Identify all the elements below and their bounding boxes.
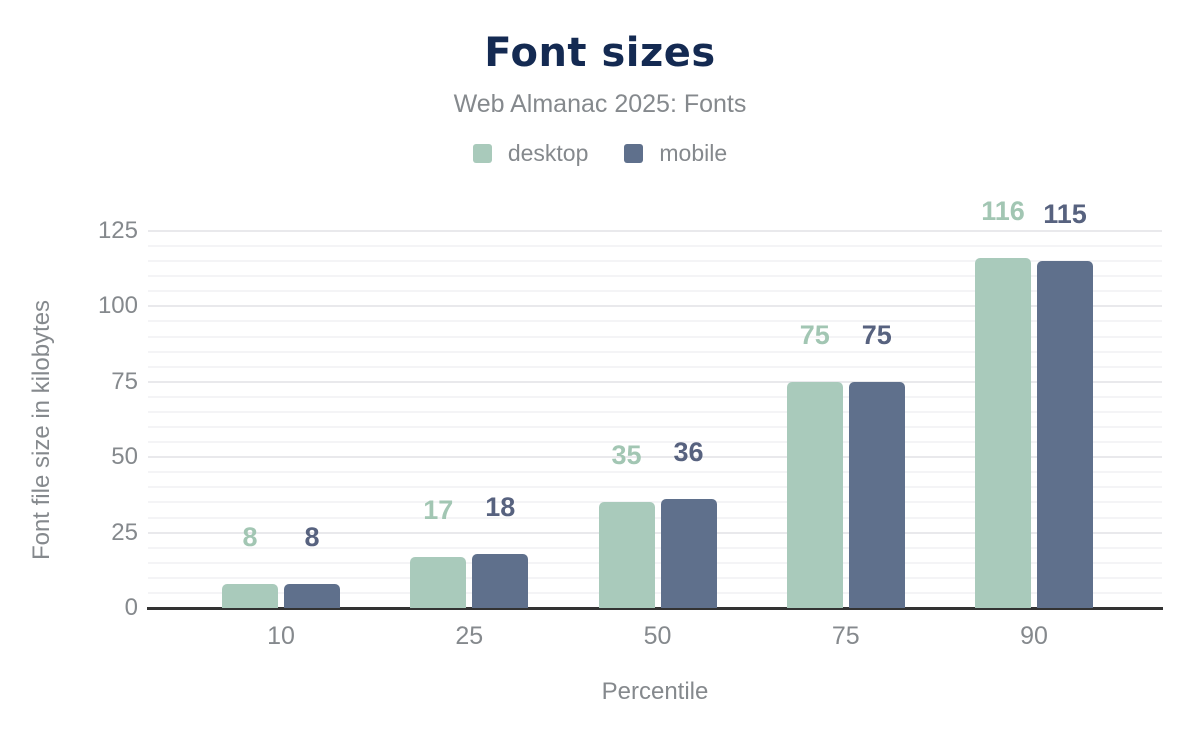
y-tick-label: 50	[111, 443, 138, 471]
legend: desktop mobile	[0, 140, 1200, 167]
bar-mobile-p25[interactable]	[472, 553, 529, 608]
gridline-minor	[148, 395, 1162, 398]
y-tick-label: 125	[97, 217, 138, 244]
bar-desktop-p90[interactable]	[975, 258, 1031, 608]
x-tick-label: 25	[455, 622, 484, 650]
gridline-major	[148, 456, 1162, 459]
x-axis-title: Percentile	[601, 678, 709, 705]
gridline-minor	[148, 290, 1162, 293]
gridline-minor	[148, 335, 1162, 338]
gridline-minor	[148, 441, 1162, 444]
gridline-minor	[148, 546, 1162, 549]
gridline-major	[148, 531, 1162, 534]
gridline-minor	[148, 576, 1162, 579]
bar-value-label-desktop-p25: 17	[423, 494, 454, 525]
gridline-minor	[148, 591, 1162, 594]
gridline-minor	[148, 410, 1162, 413]
bar-value-label-desktop-p75: 75	[799, 319, 830, 350]
x-tick-label: 50	[643, 622, 672, 650]
gridline-minor	[148, 275, 1162, 278]
chart-subtitle: Web Almanac 2025: Fonts	[453, 90, 747, 118]
legend-item-mobile[interactable]: mobile	[624, 140, 727, 167]
chart-title: Font sizes	[484, 30, 716, 76]
bar-desktop-p75[interactable]	[786, 381, 843, 608]
bar-value-label-mobile-p50: 36	[673, 437, 704, 468]
gridline-minor	[148, 365, 1162, 368]
x-tick-label: 10	[267, 622, 295, 650]
gridline-minor	[148, 320, 1162, 323]
bar-desktop-p25[interactable]	[410, 556, 467, 608]
legend-item-desktop[interactable]: desktop	[472, 140, 589, 167]
gridline-major	[148, 305, 1162, 308]
gridline-minor	[148, 245, 1162, 248]
bar-mobile-p50[interactable]	[660, 499, 717, 608]
gridline-minor	[148, 501, 1162, 504]
legend-swatch-desktop-icon	[472, 144, 492, 163]
legend-swatch-mobile-icon	[624, 144, 644, 163]
bar-value-label-mobile-p75: 75	[861, 319, 892, 350]
gridline-major	[148, 230, 1162, 232]
y-tick-label: 100	[97, 292, 138, 320]
y-tick-label: 25	[111, 518, 138, 546]
gridline-minor	[148, 486, 1162, 489]
bar-value-label-mobile-p90: 115	[1043, 199, 1087, 230]
legend-label: desktop	[507, 140, 589, 166]
bar-mobile-p10[interactable]	[284, 583, 340, 608]
bar-value-label-desktop-p90: 116	[981, 196, 1025, 227]
x-axis-line	[147, 607, 1163, 610]
bar-value-label-desktop-p50: 35	[611, 440, 642, 471]
gridline-minor	[148, 561, 1162, 564]
bar-desktop-p10[interactable]	[222, 583, 278, 608]
bar-mobile-p90[interactable]	[1037, 261, 1093, 608]
x-tick-label: 75	[831, 622, 860, 650]
gridline-minor	[148, 471, 1162, 474]
bar-value-label-desktop-p10: 8	[242, 521, 258, 552]
gridline-minor	[148, 516, 1162, 519]
gridline-minor	[148, 260, 1162, 263]
gridline-minor	[148, 350, 1162, 353]
plot-area: 0 25 50 75 100 125 8 8 10 17 18 25 35 36 50 75 75 75 116 11…	[98, 196, 1163, 650]
bar-value-label-mobile-p10: 8	[304, 521, 320, 552]
y-tick-label: 75	[111, 367, 138, 395]
y-axis-title: Font file size in kilobytes	[28, 299, 55, 561]
gridline-major	[148, 380, 1162, 383]
gridline-minor	[148, 426, 1162, 429]
y-tick-label: 0	[124, 594, 138, 621]
legend-label: mobile	[659, 140, 728, 166]
bar-value-label-mobile-p25: 18	[485, 491, 516, 522]
bar-mobile-p75[interactable]	[848, 381, 905, 608]
x-tick-label: 90	[1020, 622, 1048, 650]
bar-desktop-p50[interactable]	[598, 502, 655, 608]
